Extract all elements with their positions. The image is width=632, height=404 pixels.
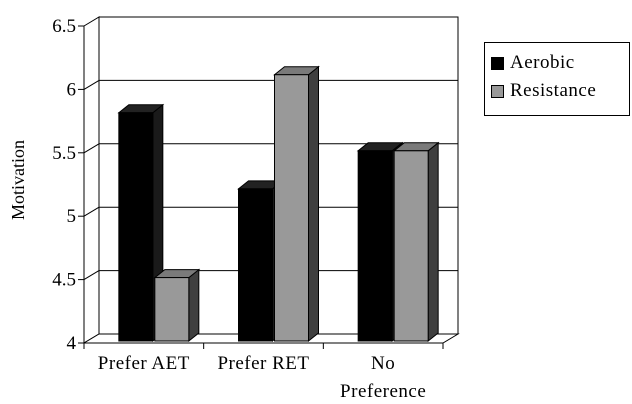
gridline-side — [83, 206, 100, 217]
y-tick-label: 5 — [67, 206, 77, 227]
gridline-side — [83, 79, 100, 90]
bars — [117, 65, 440, 343]
chart-legend: Aerobic Resistance — [484, 42, 630, 116]
x-tick-label-prefer-aet: Prefer AET — [98, 353, 190, 374]
gridline-side — [83, 143, 100, 154]
x-tick-label-no-preference: No Preference — [340, 353, 426, 402]
x-axis-ticks: Prefer AET Prefer RET No Preference — [83, 343, 444, 402]
legend-label-aerobic: Aerobic — [510, 52, 575, 73]
bar-aerobic-no-preference — [357, 150, 393, 342]
legend-item-aerobic: Aerobic — [491, 52, 575, 74]
bar-resistance-prefer-ret — [274, 74, 309, 342]
x-tick-label-prefer-ret: Prefer RET — [217, 353, 309, 374]
bar-aerobic-prefer-ret — [238, 188, 273, 342]
y-tick-label: 4.5 — [52, 270, 76, 291]
legend-label-resistance: Resistance — [510, 80, 597, 101]
y-tick-label: 6.5 — [52, 16, 76, 37]
bar-side-resistance-prefer-aet — [188, 268, 200, 343]
y-tick-label: 6 — [67, 79, 77, 100]
y-tick-label: 4 — [67, 333, 77, 354]
bar-aerobic-prefer-aet — [118, 112, 154, 342]
y-axis-ticks: 4 4.5 5 5.5 6 6.5 — [52, 16, 84, 354]
y-tick-label: 5.5 — [52, 143, 76, 164]
bar-side-resistance-prefer-ret — [308, 65, 319, 343]
gridline-side — [83, 270, 100, 281]
bar-resistance-no-preference — [393, 150, 429, 342]
legend-item-resistance: Resistance — [491, 80, 596, 102]
side-wall — [83, 16, 100, 344]
y-axis-label: Motivation — [8, 140, 28, 220]
bar-side-resistance-no-preference — [427, 141, 439, 343]
bar-resistance-prefer-aet — [154, 277, 190, 342]
legend-swatch-aerobic — [491, 56, 504, 70]
legend-swatch-resistance — [491, 84, 504, 98]
